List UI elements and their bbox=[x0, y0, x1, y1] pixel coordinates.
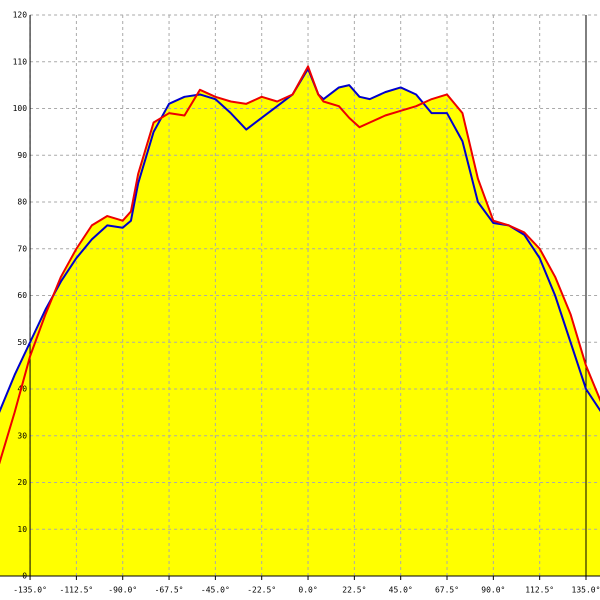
y-tick-label: 20 bbox=[17, 478, 27, 487]
x-tick-label: 0.0° bbox=[298, 586, 317, 595]
x-tick-label: 90.0° bbox=[481, 586, 505, 595]
y-tick-label: 90 bbox=[17, 151, 27, 160]
x-tick-label: 67.5° bbox=[435, 586, 459, 595]
x-tick-label: 22.5° bbox=[342, 586, 366, 595]
y-tick-label: 110 bbox=[13, 57, 28, 66]
y-tick-label: 10 bbox=[17, 525, 27, 534]
y-tick-label: 70 bbox=[17, 244, 27, 253]
x-tick-label: -112.5° bbox=[60, 586, 94, 595]
x-tick-label: -22.5° bbox=[247, 586, 276, 595]
y-tick-label: 30 bbox=[17, 431, 27, 440]
series-line bbox=[0, 65, 600, 465]
x-tick-label: -67.5° bbox=[155, 586, 184, 595]
y-tick-label: 60 bbox=[17, 291, 27, 300]
x-tick-label: 45.0° bbox=[389, 586, 413, 595]
area bbox=[0, 66, 600, 576]
x-tick-label: 135.0° bbox=[572, 586, 600, 595]
x-tick-label: -135.0° bbox=[13, 586, 47, 595]
y-tick-label: 40 bbox=[17, 385, 27, 394]
x-tick-label: -45.0° bbox=[201, 586, 230, 595]
x-tick-label: -90.0° bbox=[108, 586, 137, 595]
y-tick-label: 80 bbox=[17, 198, 27, 207]
y-tick-label: 120 bbox=[13, 11, 28, 20]
y-tick-label: 50 bbox=[17, 338, 27, 347]
y-tick-label: 100 bbox=[13, 104, 28, 113]
x-tick-label: 112.5° bbox=[525, 586, 554, 595]
